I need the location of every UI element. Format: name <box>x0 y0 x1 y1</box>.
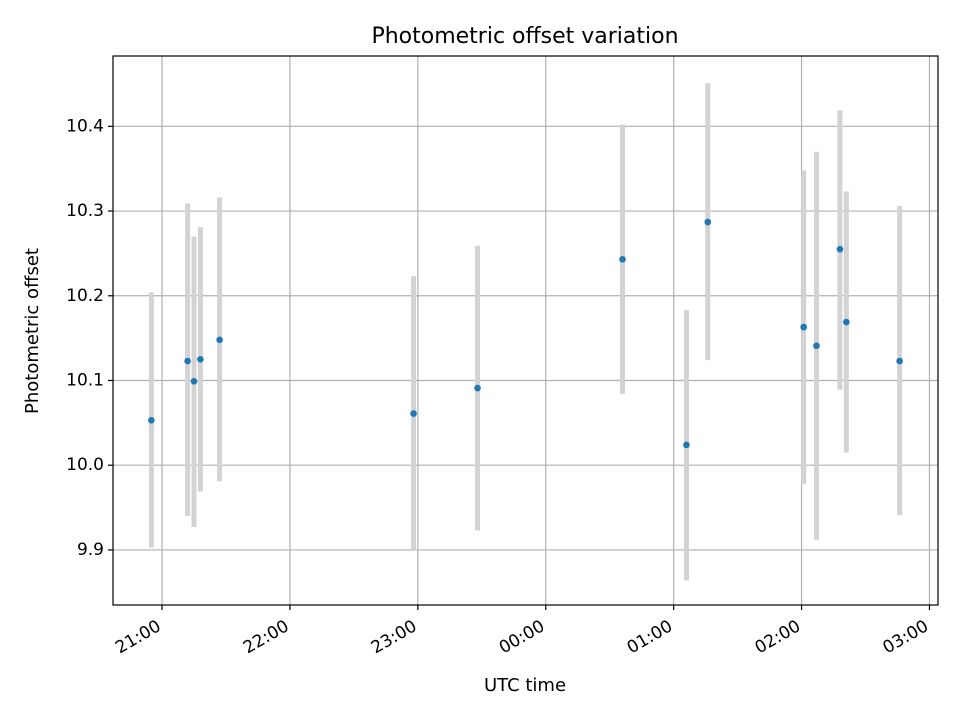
plot-area-frame <box>112 55 939 606</box>
grid <box>113 56 938 605</box>
data-point <box>704 218 712 226</box>
chart-title: Photometric offset variation <box>371 24 678 49</box>
data-points <box>148 218 903 449</box>
y-tick-label: 10.4 <box>66 116 104 136</box>
data-point <box>813 342 820 350</box>
y-tick-label: 9.9 <box>77 540 104 560</box>
data-point <box>216 336 223 344</box>
data-point <box>190 378 198 385</box>
data-point <box>619 256 626 263</box>
data-point <box>683 441 690 449</box>
y-tick-label: 10.1 <box>66 370 104 390</box>
data-point <box>474 384 481 392</box>
data-point <box>843 318 850 326</box>
data-point <box>410 410 417 417</box>
y-tick-label: 10.0 <box>66 455 104 475</box>
y-tick-label: 10.3 <box>66 201 104 221</box>
data-point <box>184 357 191 365</box>
data-point <box>896 357 903 365</box>
x-axis-label: UTC time <box>484 675 566 696</box>
data-point <box>148 417 155 424</box>
y-axis-label: Photometric offset <box>22 248 43 414</box>
data-point <box>197 356 204 363</box>
y-tick-label: 10.2 <box>66 286 104 306</box>
data-point <box>800 323 807 331</box>
y-axis-ticks: 9.9 10.0 10.1 10.2 10.3 10.4 <box>66 116 113 560</box>
data-point <box>836 245 844 253</box>
